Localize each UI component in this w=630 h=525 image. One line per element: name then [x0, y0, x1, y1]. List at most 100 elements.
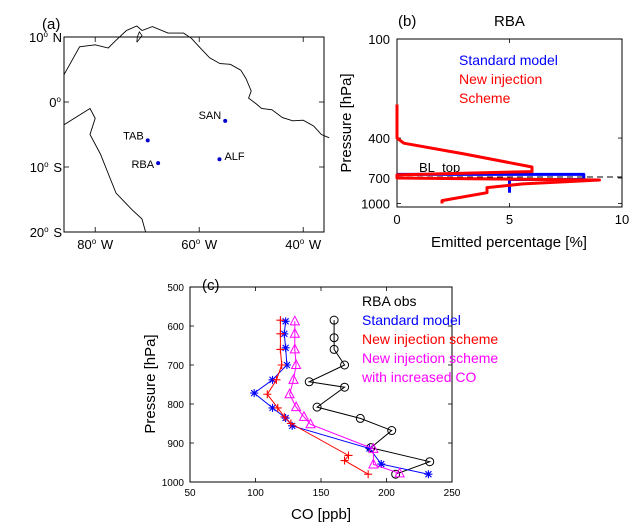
x-tick-label: 250	[444, 488, 461, 499]
site-label-alf: ALF	[224, 151, 244, 163]
panel-a-map: (a)10o N 0o 10o S 20o S 80o W 60o W 40o W SAN T…	[29, 16, 330, 252]
panel-b-chart: (b) RBA 0 5 10 100 400 700 1000 Emitted percentag…	[338, 13, 629, 251]
data-point	[273, 403, 282, 412]
series-2	[263, 316, 373, 479]
y-tick-label: 800	[167, 400, 184, 411]
site-label-rba: RBA	[131, 159, 154, 171]
data-point	[250, 389, 259, 398]
legend-entry: New injection	[459, 71, 542, 87]
data-point	[268, 403, 277, 412]
y-tick-label: 100	[368, 32, 390, 47]
data-point	[425, 457, 435, 467]
legend-entry: Scheme	[459, 90, 511, 106]
panel-c-label: (c)	[202, 277, 220, 294]
data-point	[364, 470, 373, 479]
site-marker-alf	[217, 157, 222, 162]
data-point	[288, 373, 299, 384]
lon-tick-label: 60o W	[181, 237, 218, 252]
lake-outline	[136, 30, 143, 43]
legend-entry: New injection scheme	[362, 350, 498, 366]
lat-tick-label: 0o	[49, 95, 62, 110]
data-point	[365, 444, 374, 453]
y-axis-label: Pressure [hPa]	[338, 73, 355, 172]
data-point	[263, 390, 272, 399]
legend-entry: New injection scheme	[362, 331, 498, 347]
site-marker-tab	[145, 138, 150, 143]
data-point	[281, 343, 290, 352]
series-line-new-injection-scheme	[395, 104, 601, 204]
y-tick-label: 1000	[162, 478, 185, 489]
data-point	[276, 316, 285, 325]
x-tick-label: 50	[184, 488, 196, 499]
x-tick-label: 150	[313, 488, 330, 499]
site-label-tab: TAB	[123, 130, 144, 142]
x-axis-label: Emitted percentage [%]	[431, 234, 587, 251]
bl-top-label: BL_top	[419, 160, 460, 175]
panel-a-label: (a)	[42, 16, 60, 33]
site-marker-san	[223, 118, 228, 123]
site-marker-rba	[156, 161, 161, 166]
y-tick-label: 700	[368, 171, 390, 186]
x-axis-label: CO [ppb]	[291, 506, 351, 523]
data-point	[280, 412, 289, 421]
data-point	[290, 401, 302, 412]
x-tick-label: 100	[247, 488, 264, 499]
series-0	[304, 315, 435, 479]
panel-b-label: (b)	[398, 13, 416, 30]
data-point	[355, 413, 365, 423]
x-tick-label: 10	[615, 212, 629, 227]
y-axis-label: Pressure [hPa]	[142, 334, 159, 433]
data-point	[305, 418, 316, 429]
x-tick-label: 0	[393, 212, 400, 227]
data-point	[329, 315, 339, 325]
data-point	[304, 377, 314, 387]
lon-tick-label: 40o W	[285, 237, 322, 252]
data-point	[272, 375, 281, 384]
data-point	[289, 343, 301, 354]
series-3	[284, 315, 405, 478]
y-tick-label: 700	[167, 361, 184, 372]
data-point	[368, 442, 379, 453]
site-label-san: SAN	[199, 110, 222, 122]
map-frame	[63, 36, 325, 233]
legend-entry: Standard model	[362, 312, 461, 328]
data-point	[340, 382, 350, 392]
data-point	[340, 360, 350, 370]
data-point	[284, 388, 295, 399]
data-point	[368, 458, 379, 469]
data-point	[289, 327, 301, 338]
y-tick-label: 1000	[361, 197, 390, 212]
x-tick-label: 200	[378, 488, 395, 499]
data-point	[276, 345, 285, 354]
lat-tick-label: 10o S	[30, 160, 63, 175]
data-point	[394, 467, 405, 478]
data-point	[298, 410, 310, 421]
series-line	[289, 321, 400, 474]
data-point	[282, 361, 291, 369]
data-point	[288, 421, 297, 430]
data-point	[277, 361, 286, 369]
data-point	[281, 317, 290, 326]
north-coastline	[63, 25, 330, 139]
data-point	[329, 333, 339, 343]
y-tick-label: 600	[167, 322, 184, 333]
y-tick-label: 400	[368, 131, 390, 146]
data-point	[424, 470, 433, 479]
panel-b-title: RBA	[494, 13, 525, 30]
lon-tick-label: 80o W	[77, 237, 114, 252]
legend-entry: RBA obs	[362, 293, 416, 309]
legend-entry: Standard model	[459, 52, 558, 68]
data-point	[312, 402, 322, 412]
data-point	[290, 358, 302, 369]
data-point	[340, 456, 349, 465]
data-point	[286, 419, 295, 428]
data-point	[387, 426, 397, 436]
series-line	[307, 320, 432, 475]
data-point	[391, 469, 401, 479]
y-tick-label: 900	[167, 439, 184, 450]
data-point	[289, 315, 301, 326]
lat-tick-label: 10o N	[29, 30, 62, 45]
data-point	[276, 329, 285, 338]
data-point	[344, 451, 353, 460]
